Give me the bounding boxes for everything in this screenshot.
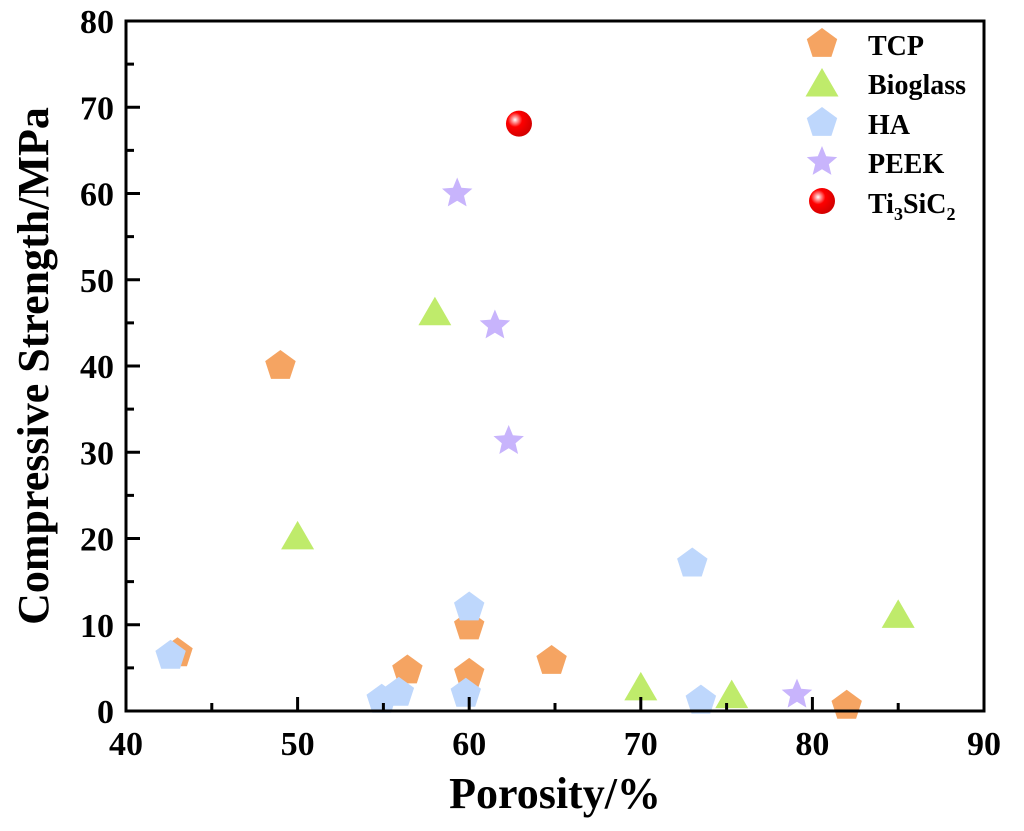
series-bioglass [281, 296, 915, 709]
point-tcp [454, 657, 485, 687]
y-tick-label: 30 [80, 435, 114, 472]
data-points [155, 110, 915, 719]
y-tick-label: 10 [80, 608, 114, 645]
y-axis-title: Compressive Strength/MPa [9, 107, 58, 625]
point-bioglass [418, 296, 452, 326]
legend-item-ha: HA [806, 107, 911, 141]
legend-marker-peek [806, 146, 838, 175]
legend-marker-shape [806, 107, 838, 136]
y-tick-label: 60 [80, 177, 114, 214]
y-tick-label: 40 [80, 349, 114, 386]
legend-item-ti3sic2: Ti3SiC2 [809, 188, 956, 224]
legend-marker-shape [806, 146, 838, 175]
point-peek [442, 177, 473, 207]
legend-marker-shape [805, 68, 839, 97]
legend-item-tcp: TCP [806, 28, 924, 62]
point-ti3sic2 [505, 110, 532, 137]
legend-item-bioglass: Bioglass [805, 68, 966, 101]
point-ha [685, 684, 717, 714]
point-peek [781, 678, 813, 708]
legend-marker-shape [806, 28, 838, 57]
x-tick-label: 50 [281, 726, 315, 763]
legend-marker-bioglass [805, 68, 839, 97]
x-tick-label: 80 [795, 726, 829, 763]
point-tcp [265, 350, 296, 379]
y-tick-label: 80 [80, 4, 114, 41]
legend-marker-tcp [806, 28, 838, 57]
point-ha [383, 676, 415, 706]
point-bioglass [881, 599, 915, 628]
point-ha [155, 639, 186, 669]
plot-frame [124, 19, 986, 713]
point-ha [450, 677, 481, 707]
point-tcp [392, 654, 423, 684]
legend-label-ha: HA [868, 110, 911, 141]
legend-label-peek: PEEK [868, 149, 944, 180]
legend-marker-shape [809, 188, 835, 214]
legend-item-peek: PEEK [806, 146, 944, 180]
x-tick-label: 60 [452, 726, 486, 763]
legend-marker-ti3sic2 [809, 188, 835, 214]
y-tick-label: 50 [80, 263, 114, 300]
x-axis-ticks: 40 50 60 70 80 90 [109, 697, 1001, 763]
point-tcp [831, 689, 862, 719]
y-axis-ticks: 0 10 20 30 40 50 60 70 80 [80, 4, 140, 731]
point-peek [479, 309, 511, 339]
series-peek [442, 177, 813, 708]
legend: TCP Bioglass HA PEEK Ti3SiC2 [805, 28, 966, 224]
x-tick-label: 40 [109, 726, 143, 763]
series-ti3sic2 [505, 110, 532, 137]
y-tick-label: 0 [97, 694, 114, 731]
y-tick-label: 20 [80, 522, 114, 559]
x-tick-label: 90 [967, 726, 1001, 763]
point-bioglass [281, 520, 315, 550]
legend-label-tcp: TCP [868, 31, 924, 62]
y-tick-label: 70 [80, 90, 114, 127]
point-ha [454, 591, 485, 621]
x-axis-title: Porosity/% [449, 769, 661, 818]
point-bioglass [715, 679, 749, 709]
legend-label-ti3sic2: Ti3SiC2 [868, 189, 956, 224]
legend-marker-ha [806, 107, 838, 136]
point-ha [677, 547, 708, 577]
point-peek [493, 425, 524, 454]
series-ha [155, 547, 717, 714]
point-bioglass [624, 671, 658, 701]
x-tick-label: 70 [624, 726, 658, 763]
point-tcp [536, 645, 567, 674]
series-tcp [162, 350, 862, 719]
legend-label-bioglass: Bioglass [868, 70, 966, 101]
